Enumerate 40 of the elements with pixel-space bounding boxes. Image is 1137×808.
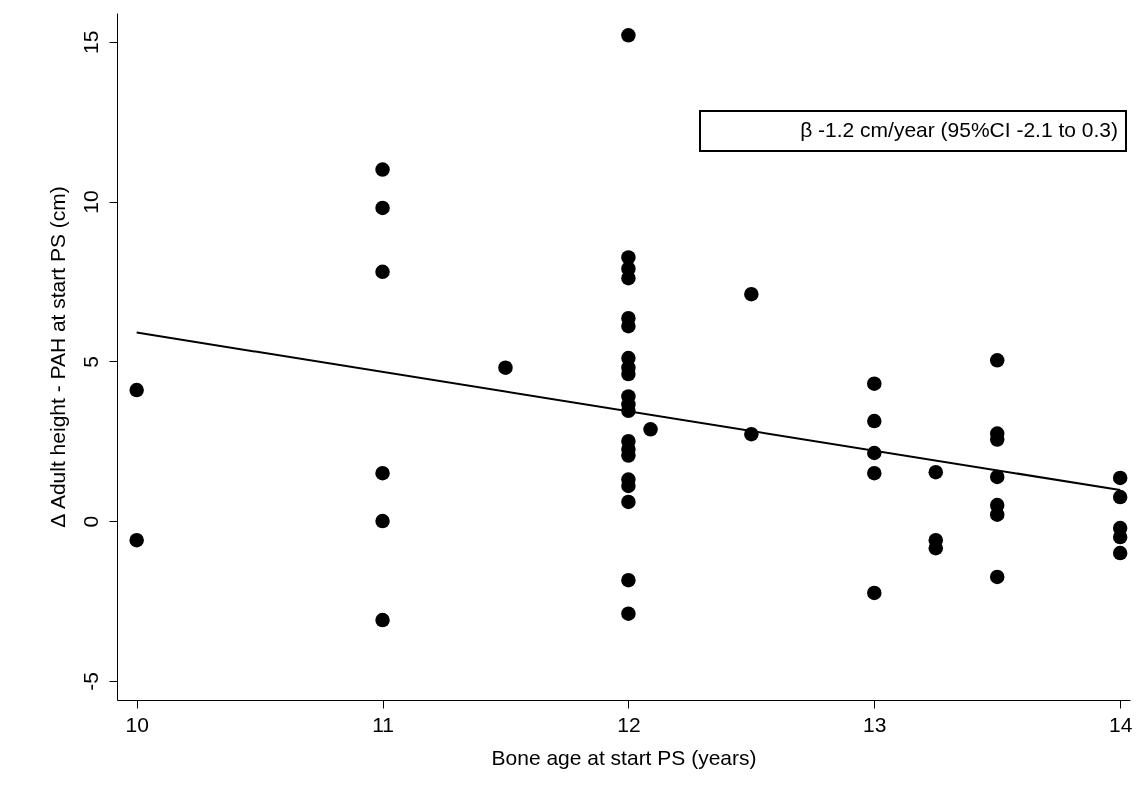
x-tick-label: 14: [1108, 712, 1133, 736]
point: [621, 28, 636, 43]
point: [643, 422, 658, 437]
point: [867, 585, 882, 601]
point: [375, 465, 390, 481]
point: [375, 612, 390, 628]
y-tick-label: 0: [78, 515, 102, 528]
point: [867, 376, 882, 391]
point: [989, 569, 1005, 585]
point: [1112, 545, 1128, 561]
point: [621, 572, 636, 588]
x-tick-label: 10: [125, 712, 149, 736]
y-tick-label: -5: [78, 671, 102, 691]
annotation: β -1.2 cm/year (95%CI -2.1 to 0.3): [800, 118, 1118, 141]
point: [867, 465, 882, 481]
point: [498, 360, 513, 375]
point: [375, 513, 390, 529]
x-axis-title: Bone age at start PS (years): [491, 745, 757, 769]
x-tick-label: 13: [863, 712, 887, 736]
point: [129, 533, 144, 548]
point: [621, 494, 636, 510]
x-tick-label: 11: [372, 712, 394, 736]
point: [1112, 489, 1128, 505]
point: [989, 469, 1005, 485]
point: [928, 464, 944, 480]
point: [744, 286, 759, 302]
point: [867, 413, 882, 429]
y-tick-label: 10: [78, 190, 102, 214]
point: [989, 507, 1005, 522]
y-tick-label: 5: [78, 355, 102, 368]
point: [375, 200, 390, 216]
point: [1112, 470, 1128, 486]
y-axis-title: Δ Adult height - PAH at start PS (cm): [45, 186, 69, 528]
point: [989, 353, 1005, 368]
point: [621, 606, 636, 621]
point: [375, 162, 390, 177]
point: [129, 382, 144, 398]
x-tick-label: 12: [617, 712, 641, 736]
point: [375, 264, 390, 280]
y-tick-label: 15: [78, 30, 102, 54]
